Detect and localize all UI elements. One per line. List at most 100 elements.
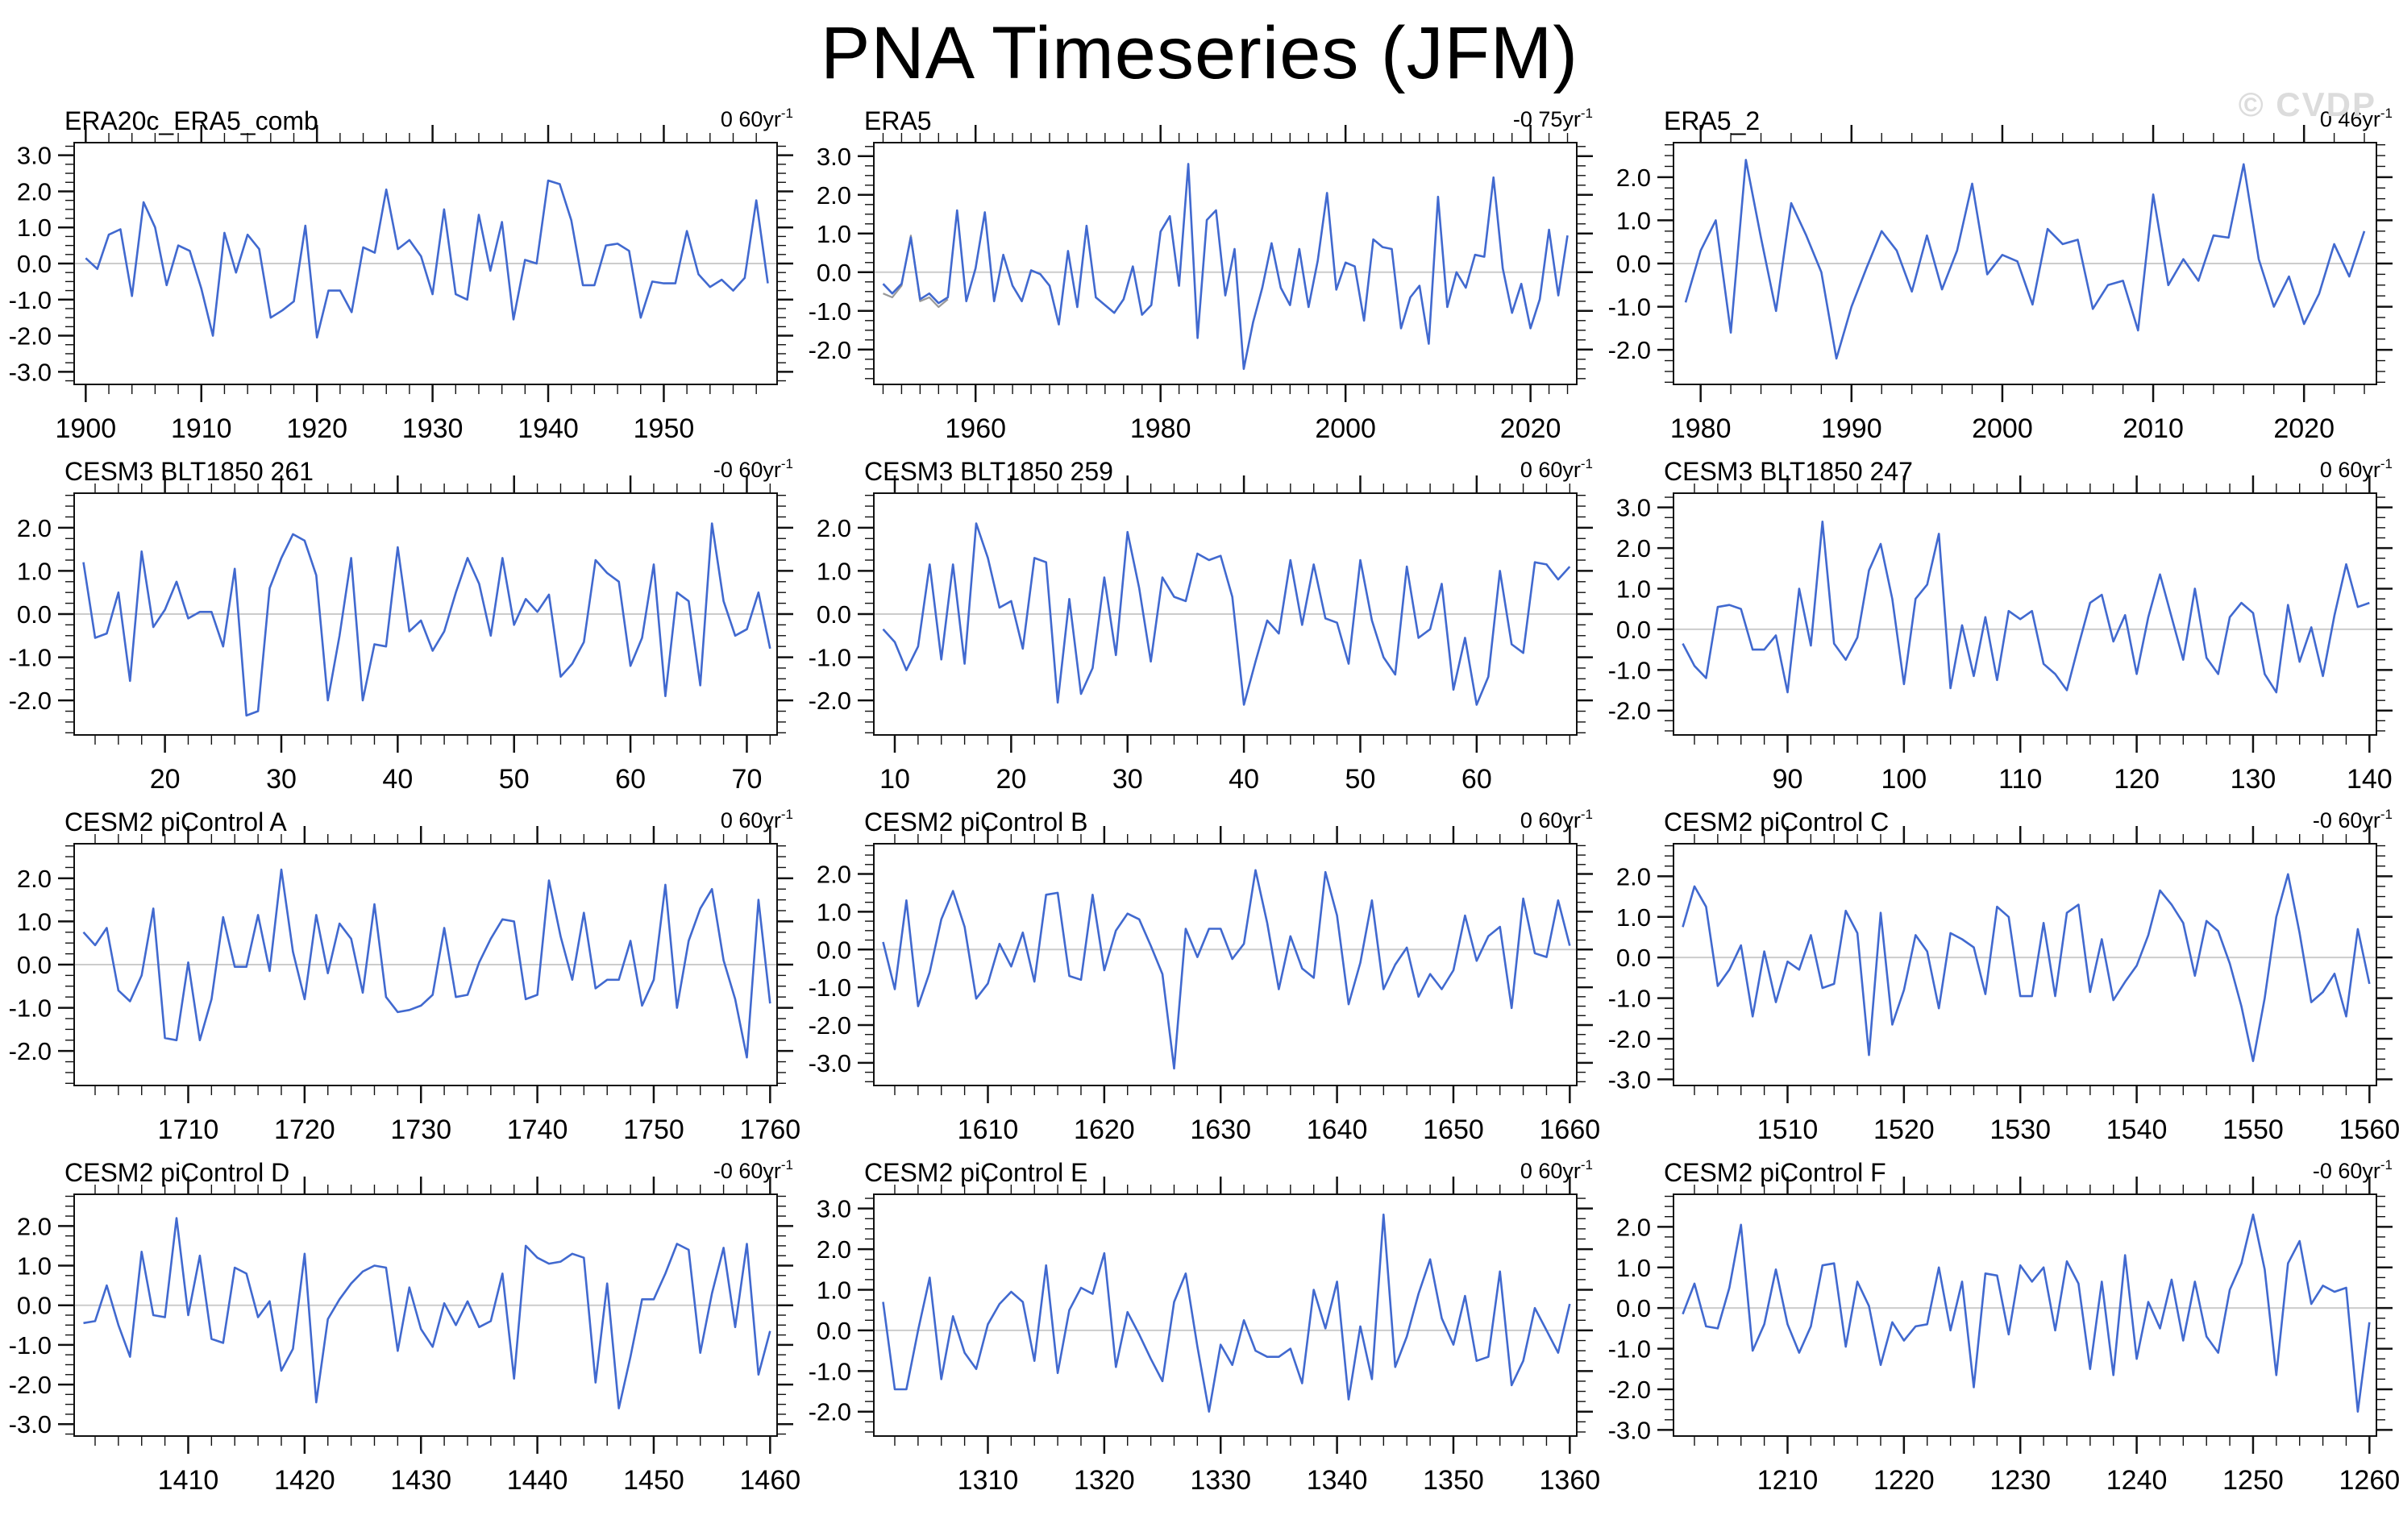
svg-text:0.0: 0.0 [817, 259, 851, 287]
svg-text:1320: 1320 [1074, 1465, 1135, 1496]
svg-text:1460: 1460 [740, 1465, 800, 1496]
svg-text:1510: 1510 [1757, 1115, 1819, 1145]
plot-frame [1673, 1193, 2377, 1437]
plot-frame [1673, 843, 2377, 1086]
svg-text:1.0: 1.0 [1616, 903, 1651, 932]
series-line [1684, 159, 2366, 360]
svg-text:1250: 1250 [2222, 1465, 2284, 1496]
svg-text:2010: 2010 [2123, 413, 2184, 444]
panel-title: CESM3 BLT1850 247 [1664, 457, 1913, 486]
svg-text:1330: 1330 [1190, 1465, 1251, 1496]
timeseries-chart: 3.0 2.0 1.0 0.0 -1.0 -2.0 1960 1980 2000 2020 ERA5… [809, 106, 1593, 444]
svg-text:1940: 1940 [518, 413, 579, 444]
series-line [1682, 873, 2371, 1063]
x-axis-labels: 90 100 110 120 130 140 [1773, 764, 2393, 795]
x-axis-labels: 1210 1220 1230 1240 1250 1260 [1757, 1465, 2399, 1496]
y-axis-labels: 2.0 1.0 0.0 -1.0 -2.0 [1609, 164, 1651, 364]
panel-title: CESM3 BLT1850 259 [864, 457, 1113, 486]
trend-annotation: 0 60yr-1 [2320, 456, 2393, 482]
svg-text:1620: 1620 [1074, 1115, 1135, 1145]
svg-text:1450: 1450 [623, 1465, 684, 1496]
svg-text:2.0: 2.0 [17, 865, 52, 893]
svg-text:40: 40 [382, 764, 413, 795]
y-axis-labels: 2.0 1.0 0.0 -1.0 -2.0 -3.0 [809, 861, 851, 1077]
svg-text:-2.0: -2.0 [809, 336, 851, 364]
svg-text:2.0: 2.0 [1616, 534, 1651, 562]
svg-text:1440: 1440 [507, 1465, 568, 1496]
svg-text:2.0: 2.0 [817, 181, 851, 210]
plot-frame [73, 142, 778, 385]
axis-ticks [1657, 125, 2393, 402]
y-axis-labels: 2.0 1.0 0.0 -1.0 -2.0 -3.0 [10, 1212, 52, 1438]
panel-title: CESM2 piControl A [64, 807, 287, 836]
panel-title: ERA20c_ERA5_comb [64, 106, 318, 135]
x-axis-labels: 10 20 30 40 50 60 [879, 764, 1492, 795]
svg-text:2000: 2000 [1315, 413, 1376, 444]
axis-ticks [858, 125, 1593, 402]
svg-text:1240: 1240 [2106, 1465, 2168, 1496]
svg-text:1950: 1950 [634, 413, 695, 444]
svg-text:1.0: 1.0 [17, 907, 52, 936]
svg-text:30: 30 [1112, 764, 1143, 795]
svg-text:60: 60 [615, 764, 646, 795]
plot-frame [873, 843, 1578, 1086]
x-axis-labels: 1310 1320 1330 1340 1350 1360 [958, 1465, 1599, 1496]
svg-text:-1.0: -1.0 [809, 973, 851, 1002]
panel-title: CESM2 piControl B [864, 807, 1087, 836]
x-axis-labels: 1510 1520 1530 1540 1550 1560 [1757, 1115, 2399, 1145]
svg-text:-2.0: -2.0 [1609, 1376, 1651, 1404]
svg-text:1220: 1220 [1873, 1465, 1935, 1496]
svg-text:-2.0: -2.0 [809, 687, 851, 715]
panel-era20c-era5-comb: 3.0 2.0 1.0 0.0 -1.0 -2.0 -3.0 1900 1910 1920 1930… [0, 101, 800, 451]
svg-text:2.0: 2.0 [817, 1235, 851, 1264]
panel-cesm2-picontrol-b: 2.0 1.0 0.0 -1.0 -2.0 -3.0 1610 1620 1630 1640 165… [800, 802, 1599, 1152]
svg-text:2.0: 2.0 [17, 514, 52, 542]
y-axis-labels: 2.0 1.0 0.0 -1.0 -2.0 [10, 514, 52, 715]
x-axis-labels: 1960 1980 2000 2020 [945, 413, 1561, 444]
series-line [882, 522, 1571, 706]
trend-annotation: -0 60yr-1 [713, 456, 793, 482]
svg-text:120: 120 [2114, 764, 2160, 795]
svg-text:0.0: 0.0 [817, 600, 851, 629]
trend-annotation: -0 60yr-1 [2313, 1157, 2393, 1183]
svg-text:3.0: 3.0 [817, 143, 851, 171]
svg-text:1640: 1640 [1307, 1115, 1368, 1145]
timeseries-chart: 3.0 2.0 1.0 0.0 -1.0 -2.0 1310 1320 1330 1340 1350… [809, 1157, 1599, 1496]
panel-cesm3-blt1850-247: 3.0 2.0 1.0 0.0 -1.0 -2.0 90 100 110 120 130 140 CES… [1599, 451, 2399, 802]
svg-text:2.0: 2.0 [17, 177, 52, 205]
panel-title: CESM2 piControl D [64, 1158, 289, 1187]
svg-text:1720: 1720 [274, 1115, 335, 1145]
svg-text:20: 20 [150, 764, 181, 795]
svg-text:1660: 1660 [1540, 1115, 1599, 1145]
svg-text:50: 50 [499, 764, 530, 795]
timeseries-chart: 2.0 1.0 0.0 -1.0 -2.0 -3.0 1210 1220 1230 1240 125… [1609, 1157, 2399, 1496]
svg-text:1260: 1260 [2339, 1465, 2399, 1496]
axis-ticks [858, 826, 1593, 1103]
svg-text:60: 60 [1461, 764, 1492, 795]
panel-era5-2: 2.0 1.0 0.0 -1.0 -2.0 1980 1990 2000 2010 2020 ERA… [1599, 101, 2399, 451]
svg-text:1310: 1310 [958, 1465, 1019, 1496]
axis-ticks [1657, 475, 2393, 753]
svg-text:-2.0: -2.0 [1609, 336, 1651, 364]
svg-text:-2.0: -2.0 [10, 322, 52, 351]
svg-text:1610: 1610 [958, 1115, 1019, 1145]
svg-text:0.0: 0.0 [817, 936, 851, 964]
svg-text:90: 90 [1773, 764, 1803, 795]
svg-text:-3.0: -3.0 [1609, 1065, 1651, 1094]
trend-annotation: 0 60yr-1 [721, 106, 793, 131]
svg-text:-3.0: -3.0 [1609, 1416, 1651, 1444]
svg-text:1980: 1980 [1670, 413, 1732, 444]
svg-text:-2.0: -2.0 [10, 1037, 52, 1065]
axis-ticks [1657, 1177, 2393, 1454]
svg-text:1430: 1430 [390, 1465, 451, 1496]
svg-text:-2.0: -2.0 [10, 687, 52, 715]
x-axis-labels: 1410 1420 1430 1440 1450 1460 [158, 1465, 800, 1496]
svg-text:-3.0: -3.0 [10, 1410, 52, 1438]
svg-text:0.0: 0.0 [817, 1317, 851, 1345]
panel-cesm2-picontrol-a: 2.0 1.0 0.0 -1.0 -2.0 1710 1720 1730 1740 1750 176… [0, 802, 800, 1152]
svg-text:3.0: 3.0 [17, 142, 52, 170]
panel-cesm3-blt1850-261: 2.0 1.0 0.0 -1.0 -2.0 20 30 40 50 60 70 CESM3 BLT18… [0, 451, 800, 802]
svg-text:1.0: 1.0 [1616, 1254, 1651, 1282]
svg-text:1.0: 1.0 [17, 214, 52, 242]
y-axis-labels: 2.0 1.0 0.0 -1.0 -2.0 [10, 865, 52, 1065]
